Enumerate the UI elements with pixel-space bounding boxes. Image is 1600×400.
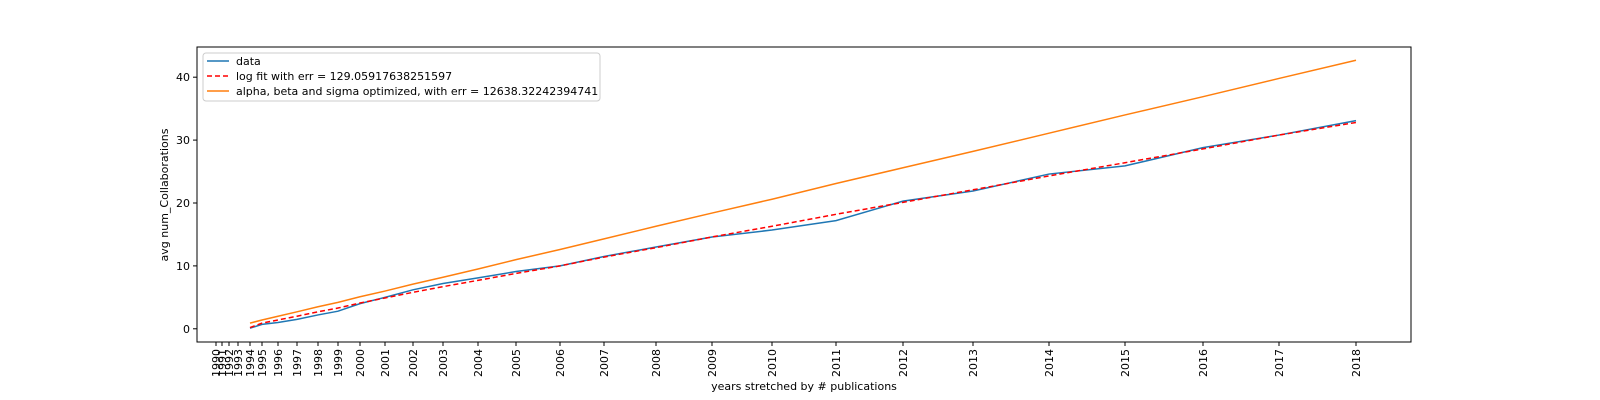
x-tick-label: 2001: [379, 349, 392, 377]
x-tick-label: 2012: [897, 349, 910, 377]
x-tick-label: 2013: [967, 349, 980, 377]
x-tick-label: 1999: [332, 349, 345, 377]
y-tick-label: 40: [176, 71, 190, 84]
x-tick-label: 1996: [272, 349, 285, 377]
x-tick-label: 2007: [598, 349, 611, 377]
x-tick-label: 1990: [210, 349, 223, 377]
x-tick-label: 2015: [1119, 349, 1132, 377]
legend-box: [202, 52, 601, 102]
x-tick-label: 2017: [1273, 349, 1286, 377]
x-tick-label: 1998: [312, 349, 325, 377]
legend-label: alpha, beta and sigma optimized, with er…: [236, 85, 598, 98]
y-axis-label: avg num_Collaborations: [158, 128, 171, 261]
x-tick-label: 2010: [766, 349, 779, 377]
x-tick-label: 2003: [437, 349, 450, 377]
x-tick-label: 2011: [830, 349, 843, 377]
y-tick-label: 10: [176, 260, 190, 273]
y-tick-label: 20: [176, 197, 190, 210]
x-tick-label: 1994: [244, 349, 257, 377]
x-tick-label: 2014: [1043, 349, 1056, 377]
x-tick-label: 2004: [472, 349, 485, 377]
axes-frame: [196, 46, 1412, 343]
legend-label: data: [236, 55, 261, 68]
x-axis-label: years stretched by # publications: [711, 380, 897, 393]
x-tick-label: 1991: [216, 349, 229, 377]
y-tick-label: 30: [176, 134, 190, 147]
x-tick-label: 1995: [256, 349, 269, 377]
legend-label: log fit with err = 129.05917638251597: [236, 70, 452, 83]
series-line: [249, 59, 1357, 324]
x-tick-label: 2008: [650, 349, 663, 377]
x-tick-label: 2002: [407, 349, 420, 377]
x-tick-label: 1992: [223, 349, 236, 377]
x-tick-label: 2006: [554, 349, 567, 377]
x-tick-label: 2016: [1197, 349, 1210, 377]
y-tick-label: 0: [183, 323, 190, 336]
x-tick-label: 1993: [232, 349, 245, 377]
x-tick-label: 2018: [1350, 349, 1363, 377]
x-tick-label: 2009: [706, 349, 719, 377]
x-tick-label: 2005: [510, 349, 523, 377]
series-line: [249, 121, 1357, 329]
x-tick-label: 2000: [354, 349, 367, 377]
x-tick-label: 1997: [291, 349, 304, 377]
